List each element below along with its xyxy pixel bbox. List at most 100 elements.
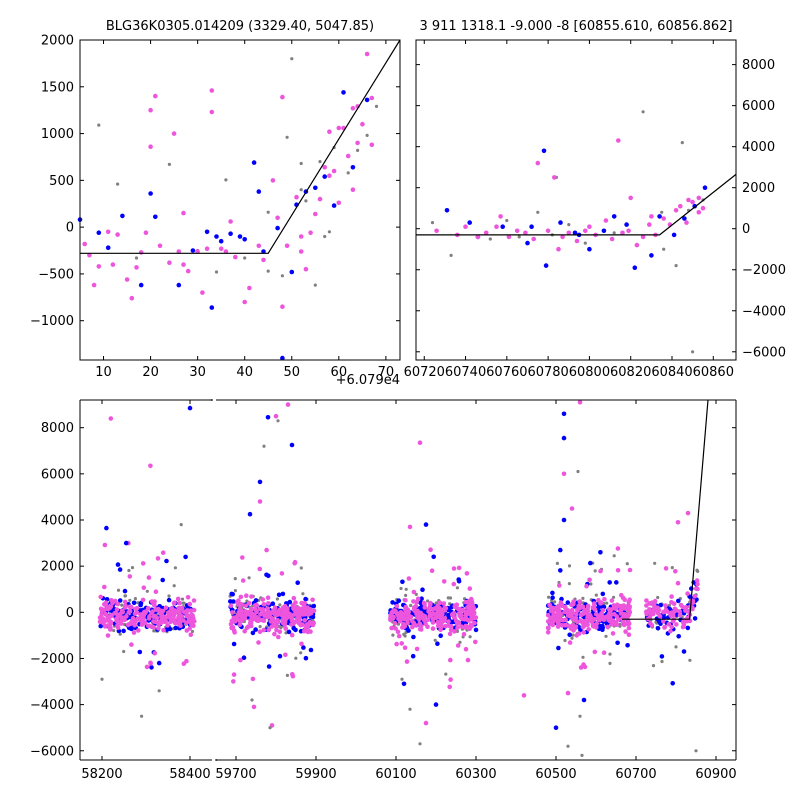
data-point-magenta: [471, 604, 476, 610]
x-tick-label: 60720: [404, 365, 445, 380]
data-point-magenta: [566, 230, 572, 236]
data-point-blue: [561, 411, 567, 417]
data-point-magenta: [190, 617, 195, 622]
data-point-magenta: [626, 632, 632, 637]
x-tick-label: 60760: [486, 365, 527, 380]
y-tick-label: 6000: [41, 467, 74, 482]
data-point-gray: [323, 234, 327, 239]
data-point-magenta: [585, 603, 591, 609]
data-point-gray: [157, 689, 161, 693]
data-point-magenta: [677, 613, 683, 618]
data-point-magenta: [696, 195, 702, 201]
data-point-magenta: [551, 614, 556, 619]
data-point-blue: [295, 580, 301, 585]
data-point-magenta: [228, 603, 234, 608]
data-point-magenta: [430, 607, 436, 612]
data-point-blue: [231, 641, 237, 647]
data-point-magenta: [350, 187, 356, 192]
data-point-gray: [233, 589, 237, 593]
data-point-gray: [262, 444, 266, 448]
data-point-magenta: [156, 626, 161, 631]
data-point-gray: [179, 523, 183, 527]
data-point-magenta: [91, 282, 97, 288]
data-point-blue: [600, 623, 605, 629]
data-point-gray: [567, 564, 572, 568]
data-point-magenta: [397, 618, 403, 624]
data-point-magenta: [242, 299, 247, 305]
data-point-magenta: [603, 218, 609, 223]
data-point-magenta: [405, 620, 410, 626]
data-point-gray: [133, 597, 137, 601]
data-point-blue: [390, 600, 395, 605]
data-point-blue: [682, 216, 687, 221]
data-point-magenta: [587, 577, 592, 583]
data-point-blue: [256, 189, 262, 194]
data-point-magenta: [550, 620, 555, 626]
data-point-gray: [680, 141, 684, 145]
data-point-magenta: [514, 228, 520, 234]
data-point-magenta: [406, 613, 412, 619]
data-point-blue: [558, 547, 563, 553]
data-point-magenta: [473, 639, 478, 645]
data-point-magenta: [265, 595, 271, 600]
data-point-magenta: [418, 623, 424, 629]
data-point-magenta: [483, 230, 489, 236]
data-point-magenta: [251, 704, 257, 710]
data-point-magenta: [410, 619, 415, 624]
data-point-magenta: [113, 598, 118, 604]
data-point-blue: [280, 355, 285, 361]
data-point-magenta: [240, 555, 245, 560]
data-point-gray: [214, 270, 219, 274]
data-point-gray: [612, 595, 616, 599]
data-point-magenta: [420, 613, 426, 618]
data-point-magenta: [446, 623, 452, 628]
data-point-gray: [122, 649, 126, 654]
data-point-magenta: [308, 230, 313, 235]
data-point-gray: [285, 673, 289, 678]
data-point-magenta: [661, 609, 666, 615]
data-point-blue: [658, 602, 663, 608]
data-point-magenta: [303, 266, 309, 272]
data-point-magenta: [586, 627, 591, 632]
data-point-gray: [555, 561, 560, 566]
data-point-magenta: [577, 400, 583, 405]
data-point-magenta: [700, 205, 706, 211]
data-point-blue: [433, 702, 439, 707]
x-offset-label: +6.079e4: [336, 373, 400, 388]
data-point-blue: [350, 165, 356, 170]
x-tick-label: 59700: [215, 767, 256, 782]
data-point-magenta: [425, 624, 430, 630]
data-point-magenta: [666, 622, 672, 627]
data-point-magenta: [414, 611, 419, 617]
data-point-blue: [587, 246, 592, 252]
data-point-blue: [561, 435, 567, 441]
data-point-magenta: [290, 619, 295, 624]
data-point-magenta: [298, 622, 304, 628]
data-point-magenta: [411, 589, 417, 595]
data-point-blue: [148, 191, 153, 196]
data-point-magenta: [552, 175, 557, 180]
data-point-magenta: [129, 642, 134, 647]
data-point-magenta: [115, 232, 120, 237]
data-point-magenta: [127, 574, 133, 579]
y-tick-label: −6000: [30, 744, 74, 759]
data-point-magenta: [302, 618, 308, 623]
data-point-gray: [313, 283, 317, 287]
data-point-magenta: [469, 608, 475, 614]
data-point-magenta: [401, 621, 406, 627]
data-point-magenta: [457, 613, 463, 619]
data-point-magenta: [405, 607, 411, 612]
data-point-magenta: [531, 236, 536, 242]
data-point-blue: [438, 633, 444, 638]
data-point-gray: [128, 598, 132, 602]
y-tick-label: 500: [49, 174, 74, 189]
panel-top-left: BLG36K0305.014209 (3329.40, 5047.85) 10 2…: [30, 19, 401, 388]
data-point-magenta: [395, 629, 401, 635]
data-point-magenta: [158, 618, 164, 624]
y-tick-label: −1000: [30, 314, 74, 329]
data-point-gray: [275, 597, 279, 601]
data-point-magenta: [402, 645, 408, 650]
x-tick-label: 60300: [455, 767, 496, 782]
data-point-magenta: [452, 629, 457, 634]
y-tick-label: 6000: [742, 99, 775, 114]
